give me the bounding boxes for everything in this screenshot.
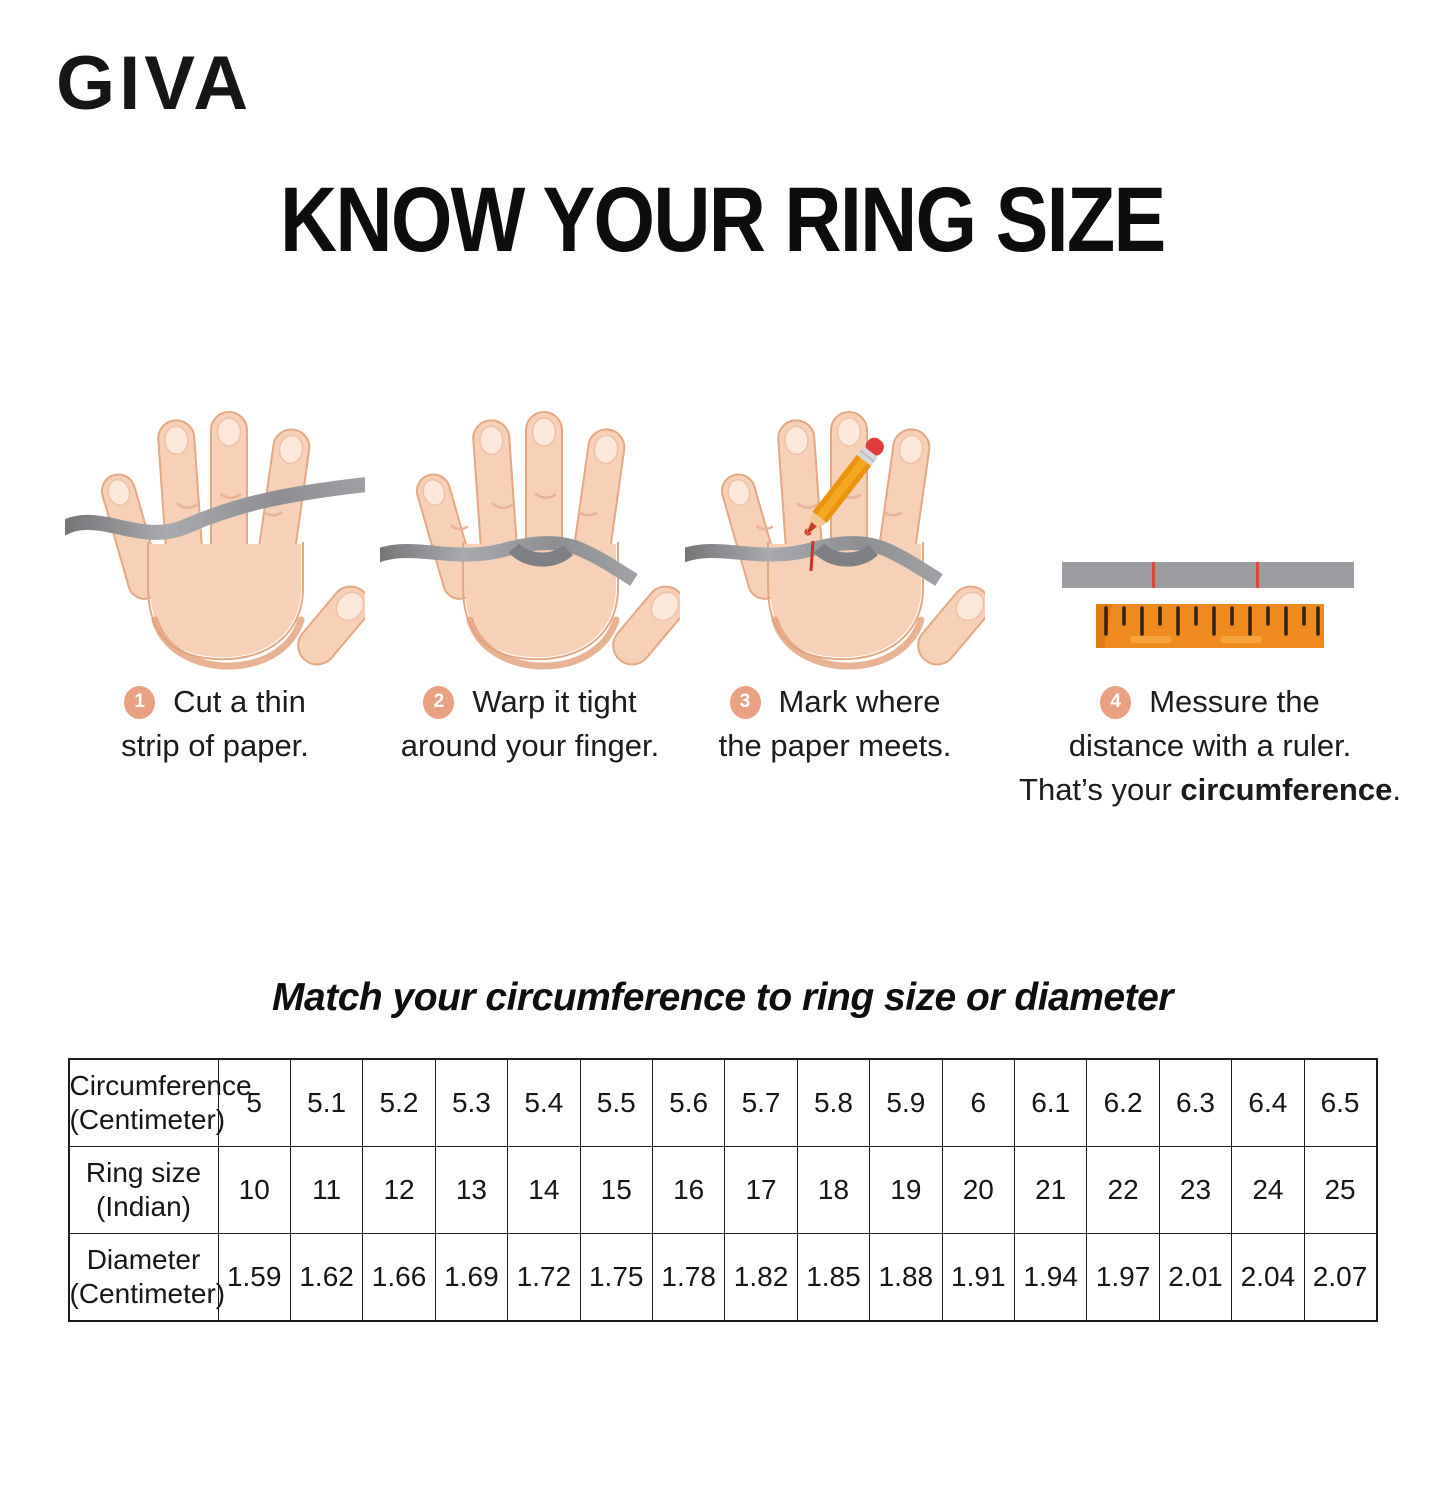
table-cell: 20: [941, 1146, 1015, 1235]
caption-line: That’s your circumference.: [1019, 768, 1401, 812]
table-row-ring-size: Ring size (Indian) 10 11 12 13 14 15 16 …: [68, 1146, 1378, 1235]
table-cell: 2.01: [1158, 1233, 1233, 1322]
caption-line: Messure the: [1149, 684, 1320, 719]
step-number-badge: 3: [729, 685, 761, 719]
step-number-badge: 1: [124, 685, 156, 719]
ruler-measure-illustration: [1062, 562, 1354, 648]
table-cell: 1.75: [579, 1233, 653, 1322]
table-cell: 17: [724, 1146, 798, 1235]
table-cell: 21: [1013, 1146, 1088, 1235]
page-title: KNOW YOUR RING SIZE: [280, 169, 1166, 271]
table-cell: 1.88: [869, 1233, 943, 1322]
caption-line: around your finger.: [400, 728, 660, 764]
table-cell: 6.4: [1231, 1058, 1305, 1148]
caption-text: .: [1392, 772, 1401, 808]
table-cell: 14: [507, 1146, 581, 1235]
step-item-3: 3 Mark where the paper meets.: [670, 374, 1000, 768]
table-cell: 1.72: [507, 1233, 581, 1322]
caption-text: That’s your: [1019, 772, 1181, 808]
table-cell: 13: [434, 1146, 509, 1235]
step-caption-2: 2 Warp it tight around your finger.: [401, 680, 660, 768]
table-cell: 1.59: [217, 1233, 291, 1322]
table-cell: 15: [579, 1146, 653, 1235]
table-cell: 24: [1231, 1146, 1305, 1235]
table-cell: 5.1: [289, 1058, 364, 1148]
table-cell: 6: [941, 1058, 1015, 1148]
table-cell: 2.04: [1231, 1233, 1305, 1322]
table-cell: 11: [289, 1146, 364, 1235]
caption-line: Cut a thin: [173, 684, 306, 719]
table-cell: 12: [362, 1146, 436, 1235]
caption-line: the paper meets.: [718, 728, 952, 764]
ring-size-table: Circumference (Centimeter) 5 5.1 5.2 5.3…: [67, 1058, 1378, 1323]
step-caption-1: 1 Cut a thin strip of paper.: [121, 680, 309, 768]
table-cell: 1.82: [724, 1233, 798, 1322]
caption-line: distance with a ruler.: [1068, 728, 1352, 764]
caption-bold-word: circumference: [1180, 772, 1393, 808]
table-cell: 1.62: [289, 1233, 364, 1322]
table-cell: 1.66: [362, 1233, 436, 1322]
table-cell: 1.85: [796, 1233, 871, 1322]
row-label: Diameter (Centimeter): [68, 1233, 225, 1322]
table-cell: 6.1: [1013, 1058, 1088, 1148]
pencil-icon: [805, 437, 884, 536]
table-cell: 1.69: [434, 1233, 509, 1322]
step-caption-3: 3 Mark where the paper meets.: [719, 680, 952, 768]
table-cell: 1.97: [1086, 1233, 1160, 1322]
caption-line: Warp it tight: [472, 684, 637, 719]
table-cell: 5.7: [724, 1058, 798, 1148]
table-cell: 6.2: [1086, 1058, 1160, 1148]
table-cell: 25: [1303, 1146, 1378, 1235]
table-cell: 16: [651, 1146, 726, 1235]
table-cell: 5.5: [579, 1058, 653, 1148]
page: GIVA KNOW YOUR RING SIZE 1 Cut a thin st…: [0, 41, 1445, 1323]
step-item-1: 1 Cut a thin strip of paper.: [40, 374, 390, 768]
table-row-diameter: Diameter (Centimeter) 1.59 1.62 1.66 1.6…: [68, 1233, 1378, 1322]
step-number-badge: 2: [423, 685, 455, 719]
table-cell: 5: [217, 1058, 291, 1148]
table-cell: 5.3: [434, 1058, 509, 1148]
step-item-4: 4 Messure the distance with a ruler. Tha…: [1000, 374, 1420, 812]
table-cell: 6.3: [1158, 1058, 1233, 1148]
caption-line: strip of paper.: [121, 728, 309, 764]
step-number-badge: 4: [1100, 685, 1132, 719]
row-label: Ring size (Indian): [68, 1146, 219, 1235]
step-item-2: 2 Warp it tight around your finger.: [380, 374, 670, 768]
table-cell: 1.78: [651, 1233, 726, 1322]
table-cell: 5.6: [651, 1058, 726, 1148]
brand-logo: GIVA: [56, 41, 253, 126]
table-cell: 18: [796, 1146, 871, 1235]
table-row-circumference: Circumference (Centimeter) 5 5.1 5.2 5.3…: [68, 1058, 1378, 1148]
table-cell: 1.94: [1013, 1233, 1088, 1322]
table-cell: 19: [869, 1146, 943, 1235]
row-label: Circumference (Centimeter): [68, 1058, 252, 1148]
steps-row: 1 Cut a thin strip of paper. 2 Warp it t…: [40, 374, 1445, 812]
table-cell: 23: [1158, 1146, 1233, 1235]
table-cell: 5.8: [796, 1058, 871, 1148]
caption-line: Mark where: [778, 684, 941, 719]
hand-pencil-mark-illustration: [685, 374, 985, 674]
step-caption-4: 4 Messure the distance with a ruler. Tha…: [1019, 680, 1401, 812]
table-cell: 10: [217, 1146, 291, 1235]
hand-paper-strip-illustration: [65, 374, 365, 674]
hand-wrapped-strip-illustration: [380, 374, 680, 674]
table-cell: 22: [1086, 1146, 1160, 1235]
table-subtitle: Match your circumference to ring size or…: [272, 976, 1173, 1020]
table-cell: 5.4: [507, 1058, 581, 1148]
table-cell: 2.07: [1303, 1233, 1378, 1322]
table-cell: 6.5: [1303, 1058, 1378, 1148]
red-mark-line: [809, 540, 815, 572]
table-cell: 1.91: [941, 1233, 1015, 1322]
table-cell: 5.9: [869, 1058, 943, 1148]
table-cell: 5.2: [362, 1058, 436, 1148]
